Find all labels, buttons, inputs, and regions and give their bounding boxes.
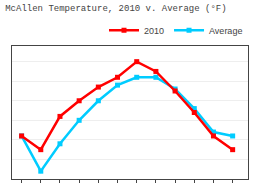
svg-text:Average: Average <box>209 26 242 36</box>
svg-text:2010: 2010 <box>144 26 164 36</box>
svg-text:McAllen Temperature, 2010 v. A: McAllen Temperature, 2010 v. Average (°F… <box>5 4 226 14</box>
